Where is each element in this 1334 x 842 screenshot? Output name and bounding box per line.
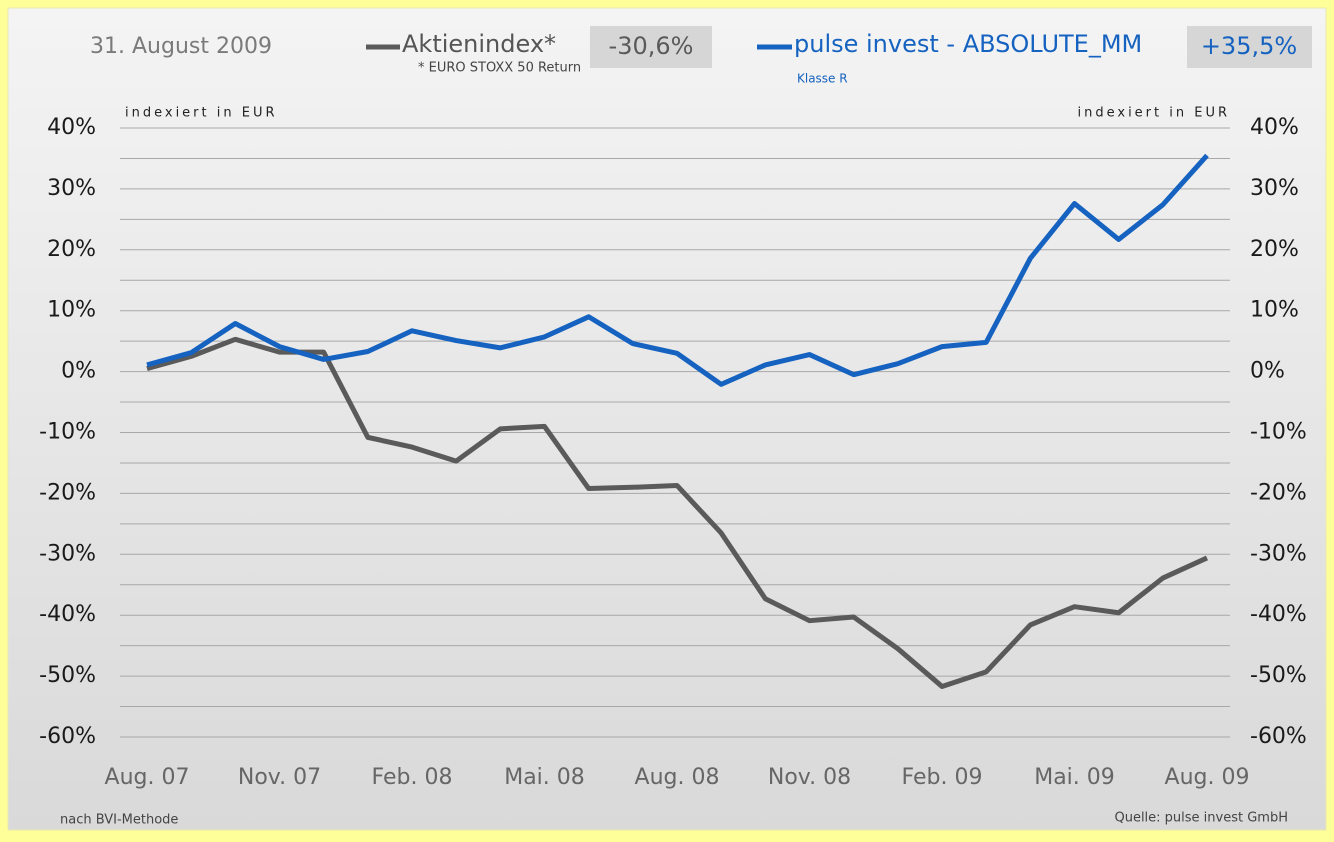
- y-tick-label: 10%: [47, 298, 96, 323]
- x-tick-label: Nov. 07: [238, 765, 321, 790]
- y2-tick-label: -20%: [1250, 480, 1307, 505]
- y2-tick-label: -60%: [1250, 724, 1307, 749]
- x-tick-label: Aug. 08: [635, 765, 720, 790]
- footnote: nach BVI-Methode: [60, 813, 178, 828]
- y-tick-label: -60%: [39, 724, 96, 749]
- y2-axis-label: indexiert in EUR: [1078, 106, 1231, 121]
- x-tick-label: Mai. 08: [504, 765, 585, 790]
- value-label: +35,5%: [1201, 32, 1297, 60]
- legend-note: * EURO STOXX 50 Return: [418, 61, 581, 76]
- y2-tick-label: -10%: [1250, 420, 1307, 445]
- y2-tick-label: -50%: [1250, 663, 1307, 688]
- series-line: [146, 153, 1209, 387]
- y2-tick-label: 20%: [1250, 237, 1299, 262]
- source: Quelle: pulse invest GmbH: [1114, 811, 1288, 826]
- y2-tick-label: 40%: [1250, 115, 1299, 140]
- y2-tick-label: -40%: [1250, 602, 1307, 627]
- legend-note: Klasse R: [797, 72, 848, 86]
- value-box: [1187, 26, 1312, 68]
- y-tick-label: 40%: [47, 115, 96, 140]
- legend-label: pulse invest - ABSOLUTE_MM: [794, 30, 1142, 58]
- legend-label: Aktienindex*: [402, 30, 556, 58]
- y-tick-label: 30%: [47, 176, 96, 201]
- y2-tick-label: -30%: [1250, 541, 1307, 566]
- value-label: -30,6%: [609, 32, 694, 60]
- x-tick-label: Mai. 09: [1034, 765, 1115, 790]
- series-line: [146, 336, 1209, 689]
- x-tick-label: Feb. 09: [902, 765, 983, 790]
- panel: [7, 7, 1327, 831]
- y-axis-label: indexiert in EUR: [125, 106, 278, 121]
- y-tick-label: -30%: [39, 541, 96, 566]
- y2-tick-label: 30%: [1250, 176, 1299, 201]
- y2-tick-label: 0%: [1250, 359, 1285, 384]
- y-tick-label: -20%: [39, 480, 96, 505]
- y-tick-label: 20%: [47, 237, 96, 262]
- value-box: [590, 26, 712, 68]
- date: 31. August 2009: [90, 34, 272, 59]
- y2-tick-label: 10%: [1250, 298, 1299, 323]
- y-tick-label: -10%: [39, 420, 96, 445]
- y-tick-label: -40%: [39, 602, 96, 627]
- x-tick-label: Nov. 08: [768, 765, 851, 790]
- x-tick-label: Aug. 07: [105, 765, 190, 790]
- y-tick-label: 0%: [61, 359, 96, 384]
- x-tick-label: Feb. 08: [372, 765, 453, 790]
- x-tick-label: Aug. 09: [1165, 765, 1250, 790]
- y-tick-label: -50%: [39, 663, 96, 688]
